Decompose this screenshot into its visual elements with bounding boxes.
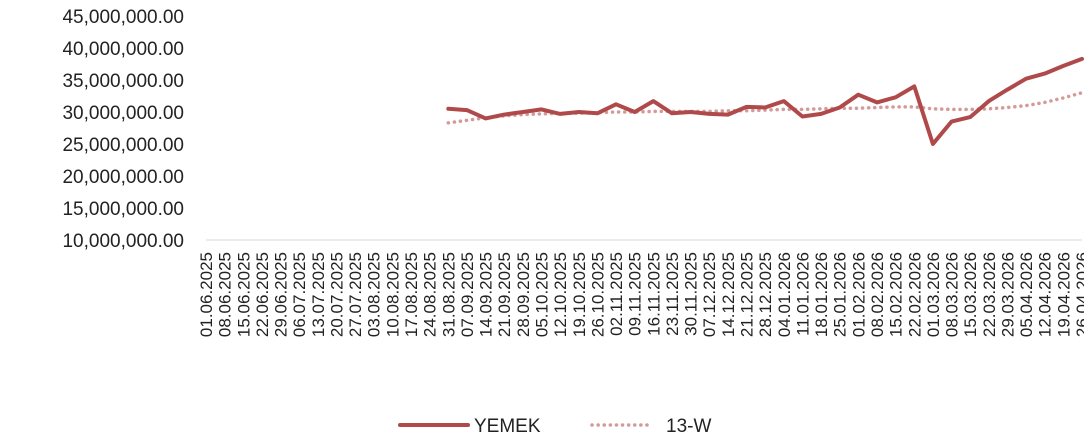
- x-tick-label: 18.01.2026: [812, 252, 831, 337]
- x-tick-label: 22.03.2026: [980, 252, 999, 337]
- legend: YEMEK 13-W: [398, 416, 711, 437]
- y-tick-label: 45,000,000.00: [62, 7, 184, 28]
- x-tick-label: 24.08.2025: [421, 252, 440, 337]
- x-tick-label: 16.11.2025: [644, 252, 663, 336]
- x-tick-label: 19.10.2025: [570, 252, 589, 337]
- x-tick-label: 29.06.2025: [272, 252, 291, 337]
- plot-area: [446, 56, 1084, 146]
- x-tick-label: 28.12.2025: [756, 252, 775, 337]
- x-tick-label: 01.02.2026: [849, 252, 868, 337]
- x-tick-label: 30.11.2025: [682, 252, 701, 336]
- x-tick-label: 07.09.2025: [458, 252, 477, 337]
- x-tick-label: 27.07.2025: [346, 252, 365, 337]
- y-axis: 10,000,000.00 15,000,000.00 20,000,000.00 2…: [62, 7, 184, 252]
- x-tick-label: 21.09.2025: [495, 252, 514, 337]
- x-tick-label: 22.02.2026: [905, 252, 924, 337]
- x-tick-label: 13.07.2025: [309, 252, 328, 337]
- x-tick-label: 06.07.2025: [290, 252, 309, 337]
- x-tick-label: 05.10.2025: [532, 252, 551, 337]
- x-tick-label: 03.08.2025: [365, 252, 384, 337]
- x-tick-label: 26.04.2026: [1073, 252, 1084, 337]
- x-tick-label: 02.11.2025: [607, 252, 626, 336]
- x-tick-label: 10.08.2025: [383, 252, 402, 337]
- x-tick-label: 29.03.2026: [998, 252, 1017, 337]
- x-tick-label: 25.01.2026: [831, 252, 850, 337]
- legend-label-yemek: YEMEK: [474, 416, 541, 437]
- x-tick-label: 08.06.2025: [216, 252, 235, 337]
- x-tick-label: 19.04.2026: [1054, 252, 1073, 337]
- x-tick-label: 15.06.2025: [234, 252, 253, 337]
- x-tick-label: 14.09.2025: [477, 252, 496, 337]
- series-line-yemek: [446, 56, 1084, 146]
- x-tick-label: 21.12.2025: [738, 252, 757, 337]
- y-tick-label: 35,000,000.00: [62, 71, 184, 92]
- x-tick-label: 31.08.2025: [439, 252, 458, 337]
- y-tick-label: 40,000,000.00: [62, 39, 184, 60]
- x-tick-label: 22.06.2025: [253, 252, 272, 337]
- x-tick-label: 12.10.2025: [551, 252, 570, 337]
- x-tick-label: 17.08.2025: [402, 252, 421, 337]
- x-tick-label: 15.03.2026: [961, 252, 980, 337]
- y-tick-label: 30,000,000.00: [62, 103, 184, 124]
- series-line-13-w: [446, 91, 1084, 125]
- x-tick-label: 12.04.2026: [1036, 252, 1055, 337]
- y-tick-label: 25,000,000.00: [62, 135, 184, 156]
- x-tick-label: 01.06.2025: [197, 252, 216, 337]
- x-axis: 01.06.2025 08.06.2025 15.06.2025 22.06.2025…: [197, 252, 1084, 337]
- x-tick-label: 14.12.2025: [719, 252, 738, 337]
- y-tick-label: 20,000,000.00: [62, 167, 184, 188]
- x-tick-label: 28.09.2025: [514, 252, 533, 337]
- x-tick-label: 09.11.2025: [626, 252, 645, 336]
- x-tick-label: 05.04.2026: [1017, 252, 1036, 337]
- x-tick-label: 20.07.2025: [327, 252, 346, 337]
- x-tick-label: 08.02.2026: [868, 252, 887, 337]
- y-tick-label: 15,000,000.00: [62, 199, 184, 220]
- x-tick-label: 15.02.2026: [887, 252, 906, 337]
- x-tick-label: 04.01.2026: [775, 252, 794, 337]
- x-tick-label: 23.11.2025: [663, 252, 682, 336]
- x-tick-label: 11.01.2026: [793, 252, 812, 336]
- x-tick-label: 07.12.2025: [700, 252, 719, 337]
- x-tick-label: 08.03.2026: [943, 252, 962, 337]
- y-tick-label: 10,000,000.00: [62, 231, 184, 252]
- x-tick-label: 01.03.2026: [924, 252, 943, 337]
- legend-label-13-w: 13-W: [666, 416, 711, 437]
- x-tick-label: 26.10.2025: [588, 252, 607, 337]
